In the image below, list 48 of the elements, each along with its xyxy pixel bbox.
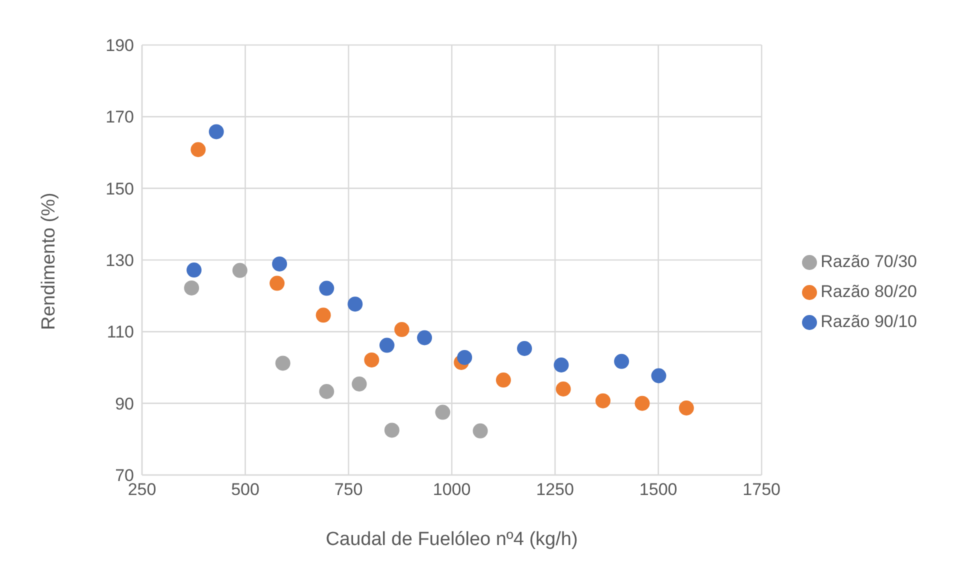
point bbox=[384, 422, 400, 438]
point bbox=[556, 382, 571, 396]
point bbox=[319, 384, 334, 400]
x-tick-label: 1750 bbox=[742, 480, 781, 500]
point bbox=[651, 368, 666, 384]
y-tick-label: 110 bbox=[106, 322, 134, 342]
point bbox=[472, 423, 488, 438]
y-tick-label: 90 bbox=[115, 394, 134, 414]
point bbox=[316, 308, 331, 323]
point bbox=[417, 330, 432, 346]
point bbox=[595, 393, 610, 408]
x-tick-label: 1000 bbox=[432, 480, 471, 500]
point bbox=[394, 322, 410, 338]
legend-label: Razão 90/10 bbox=[820, 312, 917, 330]
point bbox=[275, 356, 290, 371]
x-tick-label: 1250 bbox=[536, 480, 574, 500]
y-tick-label: 150 bbox=[106, 179, 134, 198]
x-tick-label: 500 bbox=[231, 480, 260, 500]
x-axis-title: Caudal de Fuelóleo nº4 (kg/h) bbox=[326, 529, 578, 550]
x-tick-label: 750 bbox=[334, 480, 363, 500]
point bbox=[435, 404, 450, 420]
x-tick-label: 250 bbox=[128, 480, 156, 500]
point bbox=[272, 256, 288, 272]
point bbox=[190, 142, 206, 158]
y-axis-title: Rendimento (%) bbox=[38, 192, 60, 330]
point bbox=[348, 296, 363, 312]
x-tick-label: 1500 bbox=[639, 480, 678, 500]
point bbox=[352, 376, 367, 392]
y-tick-label: 130 bbox=[106, 251, 134, 270]
point bbox=[614, 354, 630, 369]
point bbox=[634, 396, 650, 411]
point bbox=[554, 357, 569, 372]
point bbox=[270, 276, 285, 291]
legend-label: Razão 80/20 bbox=[820, 282, 917, 300]
legend-label: Razão 70/30 bbox=[820, 252, 917, 270]
point bbox=[379, 338, 394, 353]
y-tick-label: 170 bbox=[106, 108, 134, 127]
point bbox=[319, 280, 334, 296]
point bbox=[457, 350, 472, 365]
point bbox=[678, 400, 694, 416]
point bbox=[184, 280, 200, 296]
point bbox=[516, 341, 532, 356]
point bbox=[496, 372, 511, 388]
point bbox=[186, 262, 202, 278]
point bbox=[364, 352, 380, 368]
point bbox=[232, 262, 248, 278]
point bbox=[208, 124, 224, 140]
y-tick-label: 190 bbox=[106, 36, 134, 56]
